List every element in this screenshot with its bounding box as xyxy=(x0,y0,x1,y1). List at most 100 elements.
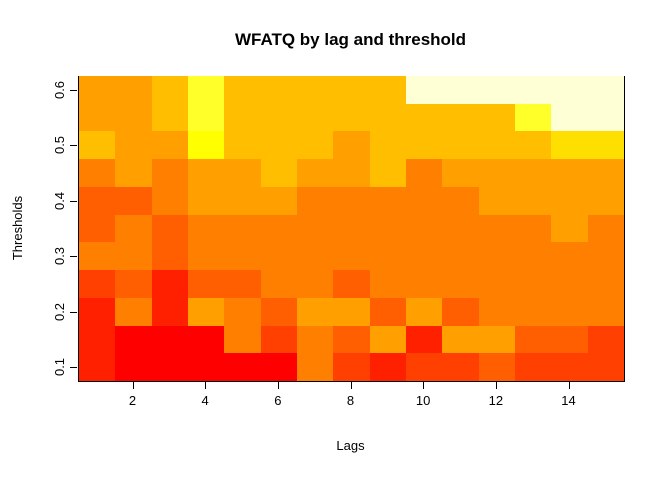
heatmap-cell xyxy=(224,131,261,160)
heatmap-cell xyxy=(514,76,552,104)
heatmap-cell xyxy=(224,214,261,243)
heatmap-cell xyxy=(151,297,188,326)
heatmap-cell xyxy=(296,214,334,243)
heatmap-cell xyxy=(79,214,116,243)
heatmap-cell xyxy=(296,159,334,187)
heatmap-cell xyxy=(224,297,261,326)
y-axis-tick-label: 0.2 xyxy=(52,302,67,321)
heatmap-cell xyxy=(514,353,552,381)
heatmap-cell xyxy=(478,242,515,271)
heatmap-cell xyxy=(296,297,334,326)
heatmap-cell xyxy=(369,242,406,271)
heatmap-cell xyxy=(151,159,188,187)
x-axis-tick xyxy=(495,382,497,389)
heatmap-cell xyxy=(79,103,116,132)
heatmap-cell xyxy=(296,131,334,160)
heatmap-cell xyxy=(260,159,297,187)
heatmap-cell xyxy=(115,131,152,160)
heatmap-cell xyxy=(260,131,297,160)
heatmap-cell xyxy=(115,242,152,271)
x-axis-tick xyxy=(568,382,570,389)
heatmap-cell xyxy=(187,353,225,381)
heatmap-cell xyxy=(260,325,297,354)
heatmap-cell xyxy=(587,297,624,326)
heatmap-cell xyxy=(405,214,443,243)
heatmap-cell xyxy=(478,353,515,381)
heatmap-cell xyxy=(115,186,152,215)
y-axis-tick-label: 0.5 xyxy=(52,136,67,155)
heatmap-cell xyxy=(333,353,370,381)
heatmap-cell xyxy=(224,242,261,271)
heatmap-cell xyxy=(224,270,261,298)
heatmap-cell xyxy=(587,76,624,104)
heatmap-cell xyxy=(514,270,552,298)
heatmap-cell xyxy=(405,297,443,326)
heatmap-cell xyxy=(478,270,515,298)
heatmap-cell xyxy=(587,270,624,298)
heatmap-cell xyxy=(478,103,515,132)
heatmap-cell xyxy=(151,214,188,243)
heatmap-cell xyxy=(296,186,334,215)
heatmap-cell xyxy=(369,325,406,354)
x-axis-tick-label: 10 xyxy=(415,393,431,408)
heatmap-cell xyxy=(369,186,406,215)
heatmap-grid xyxy=(79,76,624,381)
heatmap-cell xyxy=(115,159,152,187)
heatmap-cell xyxy=(187,159,225,187)
heatmap-cell xyxy=(478,131,515,160)
heatmap-cell xyxy=(587,325,624,354)
heatmap-cell xyxy=(551,159,588,187)
heatmap-cell xyxy=(478,214,515,243)
heatmap-cell xyxy=(405,325,443,354)
heatmap-cell xyxy=(551,103,588,132)
heatmap-cell xyxy=(151,76,188,104)
heatmap-cell xyxy=(551,76,588,104)
heatmap-cell xyxy=(187,186,225,215)
heatmap-cell xyxy=(551,325,588,354)
heatmap-cell xyxy=(478,297,515,326)
heatmap-cell xyxy=(369,214,406,243)
heatmap-cell xyxy=(260,297,297,326)
heatmap-cell xyxy=(296,353,334,381)
heatmap-cell xyxy=(478,159,515,187)
heatmap-cell xyxy=(115,353,152,381)
chart-title: WFATQ by lag and threshold xyxy=(234,30,467,49)
y-axis-label: Thresholds xyxy=(10,195,25,261)
heatmap-cell xyxy=(587,186,624,215)
heatmap-cell xyxy=(79,270,116,298)
heatmap-cell xyxy=(514,325,552,354)
heatmap-cell xyxy=(333,270,370,298)
y-axis-tick xyxy=(70,145,77,147)
heatmap-cell xyxy=(187,242,225,271)
heatmap-cell xyxy=(115,76,152,104)
heatmap-cell xyxy=(187,76,225,104)
x-axis-tick-label: 12 xyxy=(488,393,504,408)
heatmap-cell xyxy=(260,76,297,104)
heatmap-cell xyxy=(369,297,406,326)
heatmap-cell xyxy=(296,103,334,132)
heatmap-cell xyxy=(151,131,188,160)
heatmap-cell xyxy=(79,242,116,271)
x-axis-tick xyxy=(132,382,134,389)
heatmap-cell xyxy=(260,353,297,381)
heatmap-cell xyxy=(333,242,370,271)
heatmap-cell xyxy=(551,242,588,271)
x-axis-tick xyxy=(205,382,207,389)
heatmap-cell xyxy=(224,159,261,187)
heatmap-cell xyxy=(514,131,552,160)
heatmap-cell xyxy=(151,242,188,271)
heatmap-cell xyxy=(187,103,225,132)
heatmap-cell xyxy=(587,353,624,381)
plot-area xyxy=(78,76,625,382)
heatmap-cell xyxy=(405,76,443,104)
heatmap-cell xyxy=(514,186,552,215)
heatmap-cell xyxy=(369,131,406,160)
heatmap-cell xyxy=(296,242,334,271)
heatmap-cell xyxy=(224,103,261,132)
heatmap-cell xyxy=(587,242,624,271)
y-axis-tick xyxy=(70,256,77,258)
heatmap-cell xyxy=(442,76,479,104)
x-axis-tick-label: 4 xyxy=(201,393,209,408)
heatmap-cell xyxy=(442,353,479,381)
